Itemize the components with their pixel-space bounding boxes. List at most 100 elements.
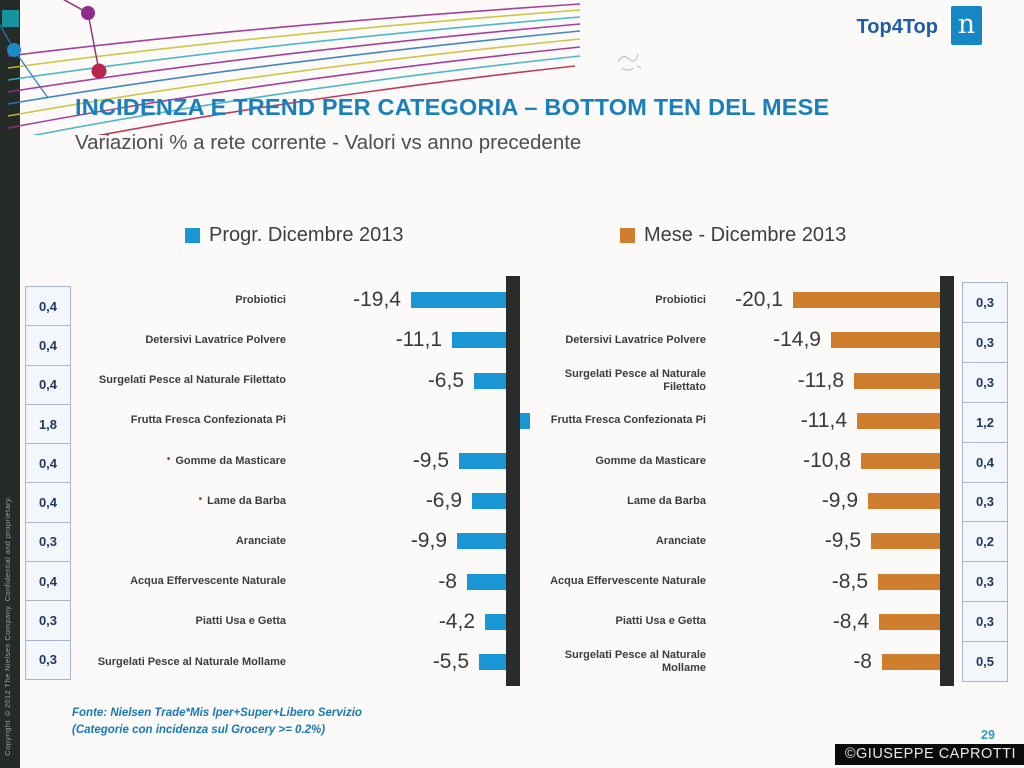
- red-bullet-icon: •: [166, 454, 171, 466]
- chart-row: Gomme da Masticare -10,8: [520, 441, 940, 481]
- bar: [472, 493, 506, 510]
- red-dot: [91, 63, 107, 79]
- bar-cell: -9,9: [296, 521, 506, 561]
- incidence-box: 0,4: [25, 364, 71, 405]
- incidence-box: 0,4: [25, 561, 71, 602]
- incidence-box: 0,3: [25, 639, 71, 680]
- value-label: -6,9: [425, 489, 462, 513]
- chart-row: Surgelati Pesce al Naturale Filettato -11…: [520, 360, 940, 400]
- value-label: -14,9: [773, 328, 821, 352]
- bar-cell: -6,9: [296, 481, 506, 521]
- incidence-box: 0,4: [25, 325, 71, 366]
- category-label: Piatti Usa e Getta: [615, 615, 706, 628]
- bar: [520, 412, 530, 429]
- chart-axis: [506, 276, 520, 686]
- source-note-line2: (Categorie con incidenza sul Grocery >= …: [72, 724, 326, 737]
- bar-cell: [296, 401, 530, 441]
- category-label: Piatti Usa e Getta: [195, 615, 286, 628]
- incidence-box: 0,4: [25, 286, 71, 327]
- value-label: -10,8: [803, 448, 851, 472]
- value-label: -9,9: [410, 529, 447, 553]
- credit-bar: ©GIUSEPPE CAPROTTI: [834, 744, 1024, 765]
- incidence-box: 0,4: [962, 441, 1008, 483]
- category-label: Surgelati Pesce al Naturale Filettato: [564, 367, 706, 393]
- category-label: • Gomme da Masticare: [166, 454, 286, 468]
- chart-row: Aranciate -9,9: [78, 521, 506, 561]
- slide-title: INCIDENZA E TREND PER CATEGORIA – BOTTOM…: [75, 94, 830, 120]
- value-label: -6,5: [427, 368, 464, 392]
- category-label: Frutta Fresca Confezionata Pi: [130, 414, 286, 427]
- teal-corner-square: [2, 10, 19, 27]
- bar-cell: -9,9: [716, 481, 940, 521]
- category-label: Acqua Effervescente Naturale: [550, 575, 706, 588]
- source-note: Fonte: Nielsen Trade*Mis Iper+Super+Libe…: [72, 705, 362, 740]
- value-label: -8: [853, 649, 872, 673]
- value-label: -9,5: [412, 448, 449, 472]
- bar: [793, 292, 940, 309]
- bar-cell: -4,2: [296, 602, 506, 642]
- red-bullet-icon: •: [198, 494, 203, 506]
- incidence-boxes-left: 0,4 0,4 0,4 1,8 0,4 0,4 0,3 0,4 0,3 0,3: [25, 286, 71, 680]
- chart-row: • Lame da Barba -6,9: [78, 481, 506, 521]
- bar: [474, 372, 506, 389]
- value-label: -8,4: [832, 609, 869, 633]
- legend-square-orange: [620, 228, 635, 243]
- chart-row: Detersivi Lavatrice Polvere -14,9: [520, 320, 940, 360]
- legend-label: Mese - Dicembre 2013: [644, 224, 847, 246]
- value-label: -20,1: [735, 288, 783, 312]
- chart-row: • Gomme da Masticare -9,5: [78, 441, 506, 481]
- pencil-mark: [617, 53, 642, 71]
- purple-dot: [81, 6, 95, 20]
- bar-cell: -6,5: [296, 360, 506, 400]
- bar: [452, 332, 506, 349]
- category-label: Frutta Fresca Confezionata Pi: [550, 414, 706, 427]
- category-label: Surgelati Pesce al Naturale Filettato: [98, 374, 286, 387]
- chart-row: Lame da Barba -9,9: [520, 481, 940, 521]
- incidence-box: 0,3: [962, 321, 1008, 363]
- legend-label: Progr. Dicembre 2013: [209, 224, 404, 246]
- bar-cell: -11,8: [716, 360, 940, 400]
- incidence-box: 0,4: [25, 482, 71, 523]
- incidence-box: 0,3: [25, 600, 71, 641]
- chart-progr-dicembre: Probiotici -19,4 Detersivi Lavatrice Polve…: [78, 276, 530, 686]
- chart-row: Frutta Fresca Confezionata Pi: [78, 401, 530, 441]
- bar-cell: -14,9: [716, 320, 940, 360]
- source-note-line1: Fonte: Nielsen Trade*Mis Iper+Super+Libe…: [72, 707, 362, 719]
- bar: [861, 452, 940, 469]
- bar: [878, 573, 940, 590]
- chart-axis: [940, 276, 954, 686]
- value-label: -9,5: [824, 529, 861, 553]
- bar: [868, 493, 940, 510]
- incidence-box: 0,5: [962, 641, 1008, 683]
- bar-cell: -5,5: [296, 642, 506, 682]
- bar: [871, 533, 940, 550]
- bar-cell: -8,4: [716, 602, 940, 642]
- chart-rows: Probiotici -20,1 Detersivi Lavatrice Polve…: [520, 280, 940, 682]
- category-label: Surgelati Pesce al Naturale Mollame: [564, 649, 706, 674]
- chart-rows: Probiotici -19,4 Detersivi Lavatrice Polve…: [78, 280, 530, 682]
- bar: [457, 533, 506, 550]
- bar: [857, 412, 940, 429]
- category-label: Probiotici: [655, 293, 706, 306]
- brand-text: Top4Top: [856, 16, 938, 38]
- category-label: Lame da Barba: [627, 494, 706, 507]
- bar-cell: -8: [716, 642, 940, 682]
- chart-row: Surgelati Pesce al Naturale Mollame -8: [520, 642, 940, 682]
- category-label: Aranciate: [655, 535, 706, 547]
- vertical-copyright-text: Copyright ©2012 The Nielsen Company. Con…: [3, 496, 12, 756]
- incidence-box: 1,2: [962, 401, 1008, 443]
- bar-cell: -8: [296, 561, 506, 601]
- bar: [485, 613, 506, 630]
- chart-row: Surgelati Pesce al Naturale Filettato -6,…: [78, 360, 506, 400]
- legend-square-blue: [185, 228, 200, 243]
- value-label: -11,8: [797, 368, 844, 392]
- chart-row: Piatti Usa e Getta -4,2: [78, 602, 506, 642]
- nielsen-logo-letter: n: [957, 9, 976, 40]
- bar: [479, 653, 506, 670]
- chart-row: Probiotici -20,1: [520, 280, 940, 320]
- value-label: -5,5: [432, 649, 469, 673]
- category-label: Surgelati Pesce al Naturale Mollame: [97, 655, 286, 668]
- category-label: Aranciate: [235, 535, 286, 547]
- chart-row: Detersivi Lavatrice Polvere -11,1: [78, 320, 506, 360]
